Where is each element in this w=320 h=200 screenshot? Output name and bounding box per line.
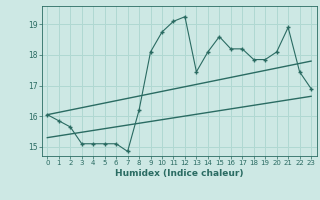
X-axis label: Humidex (Indice chaleur): Humidex (Indice chaleur) (115, 169, 244, 178)
